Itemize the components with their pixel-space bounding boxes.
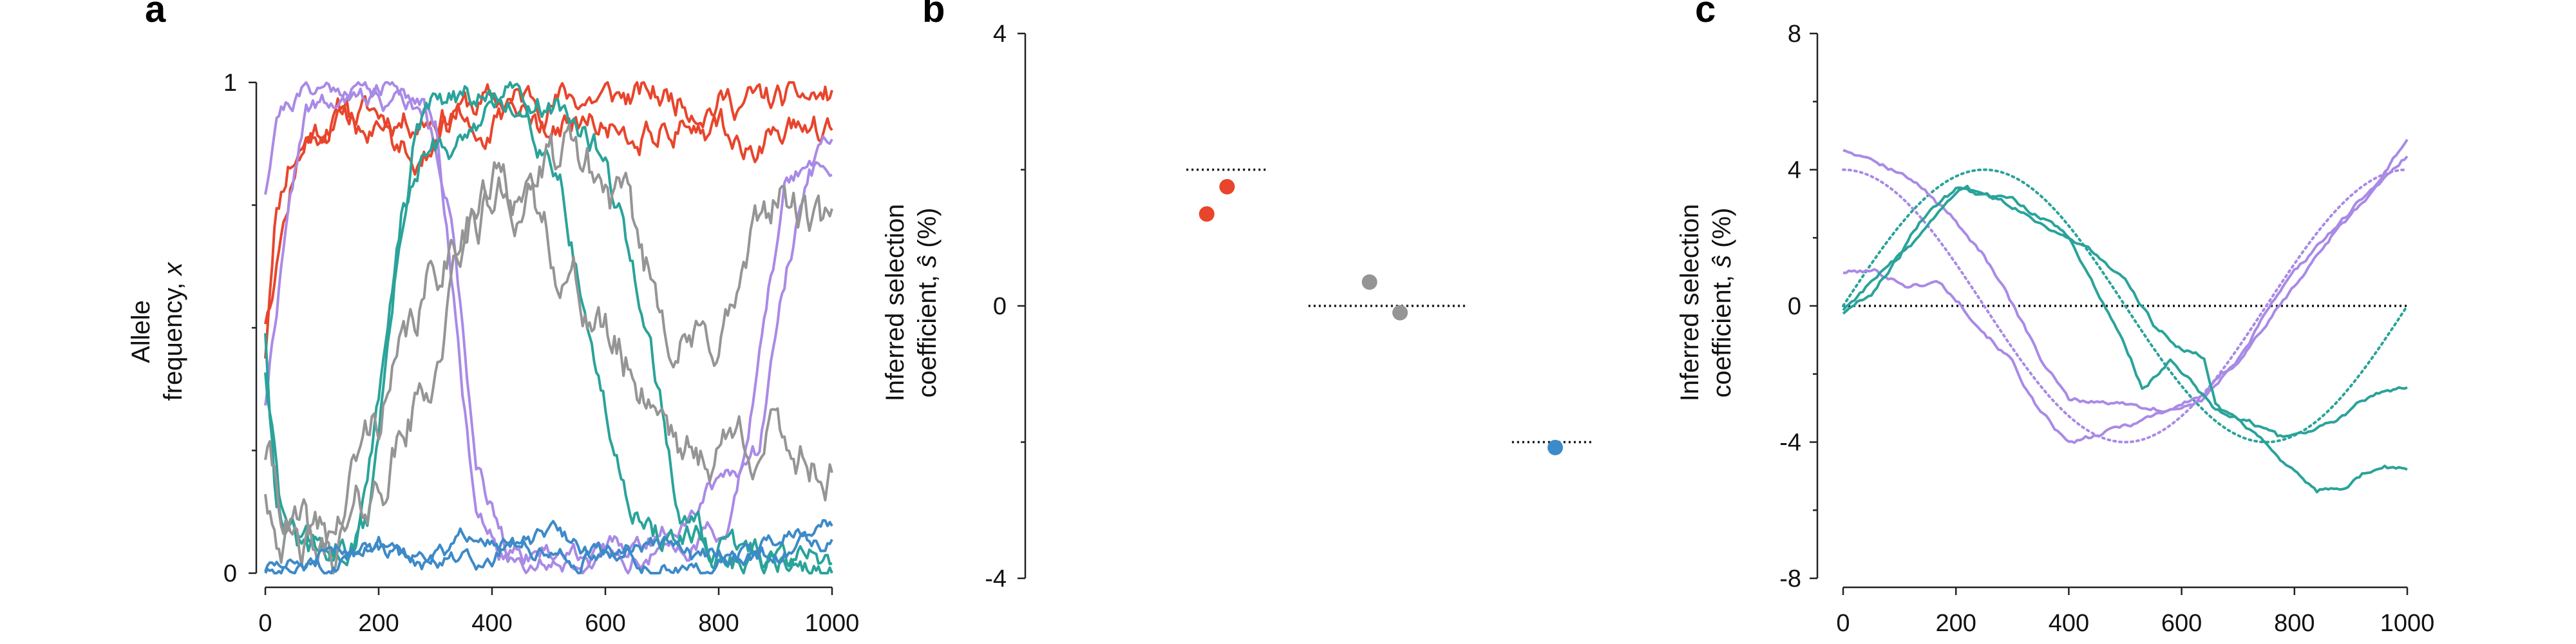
panel-c-x-tick-label: 400 <box>2049 610 2089 637</box>
panel-c-x-tick-label: 200 <box>1935 610 1976 637</box>
panel-a-trajectory-blue <box>264 519 833 572</box>
panel-c-inferred-teal <box>1842 184 2408 438</box>
panel-b-axes: -4 0 4 <box>985 21 1027 592</box>
panel-c-x-tick-label: 800 <box>2274 610 2315 637</box>
panel-a-x-tick-label: 1000 <box>805 610 860 637</box>
panel-b-marks <box>1186 168 1594 455</box>
panel-c-ylabel-var: ŝ <box>1708 255 1736 268</box>
panel-a-trajectory-blue <box>264 531 833 574</box>
panel-b-y-tick-label: -4 <box>985 565 1007 592</box>
panel-a-ylabel-text: frequency, <box>159 276 187 401</box>
panel-c: c Inferred selection coefficient, ŝ (%) … <box>1676 0 2434 637</box>
panel-a-y-tick-label: 1 <box>223 70 237 97</box>
panel-c-y-tick-label: -8 <box>1779 565 1801 592</box>
panel-a-y-tick-label: 0 <box>223 560 237 587</box>
panel-c-inferred-purple <box>1842 155 2409 444</box>
panel-c-y-tick-label: -4 <box>1779 430 1801 457</box>
panel-c-y-tick-label: 0 <box>1788 293 1801 320</box>
panel-b-estimate-point <box>1547 439 1563 455</box>
panel-b: b Inferred selection coefficient, ŝ (%) … <box>881 0 1594 592</box>
panel-c-inferred-teal <box>1842 186 2408 494</box>
panel-a-series <box>264 81 833 574</box>
panel-c-marks <box>1842 138 2409 494</box>
panel-a-trajectory-gray <box>264 123 833 574</box>
panel-a-x-tick-label: 200 <box>358 610 399 637</box>
panel-c-x-tick-label: 0 <box>1836 610 1850 637</box>
panel-a-x-tick-label: 800 <box>698 610 739 637</box>
panel-a-x-tick-label: 400 <box>471 610 512 637</box>
panel-a-trajectory-purple <box>264 87 833 570</box>
panel-a-trajectory-red <box>264 97 833 325</box>
panel-c-y-tick-label: 4 <box>1788 157 1801 184</box>
panel-c-x-tick-label: 1000 <box>2380 610 2435 637</box>
panel-b-y-tick-label: 0 <box>993 293 1007 320</box>
panel-b-ylabel-unit: (%) <box>913 208 942 255</box>
panel-c-true-curve-purple <box>1842 168 2409 444</box>
panel-a-trajectory-purple <box>264 81 833 574</box>
panel-b-label: b <box>922 0 945 30</box>
panel-c-label: c <box>1695 0 1716 30</box>
panel-a-label: a <box>145 0 166 30</box>
panel-b-ylabel-var: ŝ <box>913 255 942 268</box>
panel-c-ylabel-unit: (%) <box>1708 208 1736 255</box>
panel-b-estimate-point <box>1361 274 1378 290</box>
panel-b-ylabel-line1: Inferred selection <box>881 204 909 402</box>
panel-a-axes: 0 1 0 200 400 600 800 1000 <box>223 70 859 637</box>
panel-a-x-tick-label: 600 <box>585 610 625 637</box>
panel-c-x-tick-label: 600 <box>2161 610 2202 637</box>
panel-b-ylabel-text: coefficient, <box>913 268 942 398</box>
panel-c-axes: -8 -4 0 4 8 0 200 400 600 800 1000 <box>1779 21 2434 637</box>
panel-c-ylabel-text: coefficient, <box>1708 268 1736 398</box>
panel-b-estimate-point <box>1392 305 1408 321</box>
panel-b-estimate-point <box>1198 206 1215 222</box>
panel-c-y-tick-label: 8 <box>1788 21 1801 48</box>
panel-c-ylabel-line2: coefficient, ŝ (%) <box>1708 208 1736 398</box>
panel-a-trajectory-gray <box>264 161 833 542</box>
panel-b-ylabel-line2: coefficient, ŝ (%) <box>913 208 942 398</box>
panel-a-ylabel-line1: Allele <box>127 300 155 363</box>
panel-c-true-curve-teal <box>1842 168 2409 444</box>
panel-a-trajectory-teal <box>264 81 833 574</box>
panel-b-estimate-point <box>1219 178 1235 194</box>
panel-a: a Allele frequency, x 0 1 0 200 400 600 800 100… <box>127 0 859 637</box>
panel-c-inferred-purple <box>1842 138 2409 413</box>
panel-a-trajectory-teal <box>264 97 833 574</box>
panel-a-trajectory-red <box>264 81 833 359</box>
panel-a-ylabel-var: x <box>159 261 187 277</box>
panel-c-ylabel-line1: Inferred selection <box>1676 204 1704 402</box>
panel-b-y-tick-label: 4 <box>993 21 1007 48</box>
panel-a-x-tick-label: 0 <box>258 610 272 637</box>
panel-a-ylabel-line2: frequency, x <box>159 261 187 401</box>
